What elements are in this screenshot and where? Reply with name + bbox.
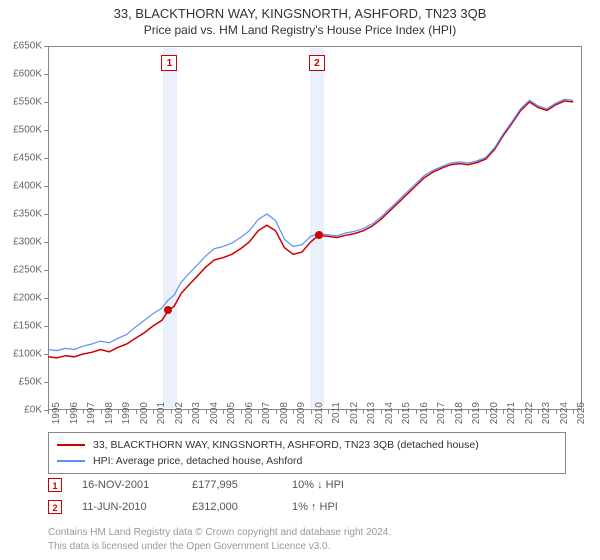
x-axis-label: 2012 xyxy=(349,402,360,434)
chart-container: 33, BLACKTHORN WAY, KINGSNORTH, ASHFORD,… xyxy=(0,0,600,560)
x-axis-label: 2001 xyxy=(156,402,167,434)
x-axis-label: 2025 xyxy=(576,402,587,434)
y-axis-label: £250K xyxy=(0,265,42,276)
x-axis-label: 2019 xyxy=(471,402,482,434)
footer: Contains HM Land Registry data © Crown c… xyxy=(48,526,391,553)
y-axis-label: £300K xyxy=(0,237,42,248)
x-axis-label: 2000 xyxy=(139,402,150,434)
x-axis-label: 2020 xyxy=(489,402,500,434)
y-axis-label: £650K xyxy=(0,41,42,52)
footer-line: This data is licensed under the Open Gov… xyxy=(48,540,391,554)
sale-marker-1: 1 xyxy=(48,478,62,492)
x-axis-label: 2013 xyxy=(366,402,377,434)
y-axis-label: £450K xyxy=(0,153,42,164)
x-axis-label: 2006 xyxy=(244,402,255,434)
callout-box: 1 xyxy=(161,55,177,71)
chart-subtitle: Price paid vs. HM Land Registry's House … xyxy=(0,21,600,41)
x-axis-label: 2017 xyxy=(436,402,447,434)
sale-marker-2: 2 xyxy=(48,500,62,514)
sale-delta: 1% ↑ HPI xyxy=(292,501,338,513)
x-axis-label: 2018 xyxy=(454,402,465,434)
y-axis-label: £0K xyxy=(0,405,42,416)
x-axis-label: 1999 xyxy=(121,402,132,434)
x-axis-label: 2008 xyxy=(279,402,290,434)
x-axis-label: 2002 xyxy=(174,402,185,434)
callout-box: 2 xyxy=(309,55,325,71)
x-axis-label: 2010 xyxy=(314,402,325,434)
x-axis-label: 2011 xyxy=(331,402,342,434)
x-axis-label: 2004 xyxy=(209,402,220,434)
x-axis-label: 1997 xyxy=(86,402,97,434)
y-axis-label: £550K xyxy=(0,97,42,108)
x-axis-label: 2023 xyxy=(541,402,552,434)
y-axis-label: £600K xyxy=(0,69,42,80)
y-axis-label: £400K xyxy=(0,181,42,192)
y-axis-label: £50K xyxy=(0,377,42,388)
y-axis-label: £350K xyxy=(0,209,42,220)
x-axis-label: 2015 xyxy=(401,402,412,434)
chart-area: 12 £0K£50K£100K£150K£200K£250K£300K£350K… xyxy=(48,46,582,410)
legend-item: 33, BLACKTHORN WAY, KINGSNORTH, ASHFORD,… xyxy=(57,437,557,453)
x-axis-label: 2022 xyxy=(524,402,535,434)
y-axis-label: £100K xyxy=(0,349,42,360)
footer-line: Contains HM Land Registry data © Crown c… xyxy=(48,526,391,540)
sale-date: 16-NOV-2001 xyxy=(82,479,172,491)
legend-label: HPI: Average price, detached house, Ashf… xyxy=(93,455,302,467)
x-axis-label: 1995 xyxy=(51,402,62,434)
x-axis-label: 2005 xyxy=(226,402,237,434)
y-axis-label: £150K xyxy=(0,321,42,332)
x-axis-label: 2009 xyxy=(296,402,307,434)
legend: 33, BLACKTHORN WAY, KINGSNORTH, ASHFORD,… xyxy=(48,432,566,474)
sale-row: 2 11-JUN-2010 £312,000 1% ↑ HPI xyxy=(48,500,338,514)
x-axis-label: 1998 xyxy=(104,402,115,434)
x-axis-label: 2007 xyxy=(261,402,272,434)
highlight-band xyxy=(163,48,177,408)
legend-swatch xyxy=(57,444,85,446)
sale-price: £312,000 xyxy=(192,501,272,513)
y-axis-label: £500K xyxy=(0,125,42,136)
x-axis-label: 2021 xyxy=(506,402,517,434)
plot-box: 12 xyxy=(48,46,582,410)
y-axis-label: £200K xyxy=(0,293,42,304)
x-axis-label: 2014 xyxy=(384,402,395,434)
sale-price: £177,995 xyxy=(192,479,272,491)
sale-marker-dot xyxy=(164,306,172,314)
sale-delta: 10% ↓ HPI xyxy=(292,479,344,491)
x-axis-label: 2024 xyxy=(559,402,570,434)
sale-marker-dot xyxy=(315,231,323,239)
x-axis-label: 2016 xyxy=(419,402,430,434)
sale-date: 11-JUN-2010 xyxy=(82,501,172,513)
highlight-band xyxy=(310,48,324,408)
legend-swatch xyxy=(57,460,85,462)
chart-title: 33, BLACKTHORN WAY, KINGSNORTH, ASHFORD,… xyxy=(0,0,600,21)
x-axis-label: 2003 xyxy=(191,402,202,434)
sale-row: 1 16-NOV-2001 £177,995 10% ↓ HPI xyxy=(48,478,344,492)
x-axis-label: 1996 xyxy=(69,402,80,434)
legend-label: 33, BLACKTHORN WAY, KINGSNORTH, ASHFORD,… xyxy=(93,439,479,451)
legend-item: HPI: Average price, detached house, Ashf… xyxy=(57,453,557,469)
